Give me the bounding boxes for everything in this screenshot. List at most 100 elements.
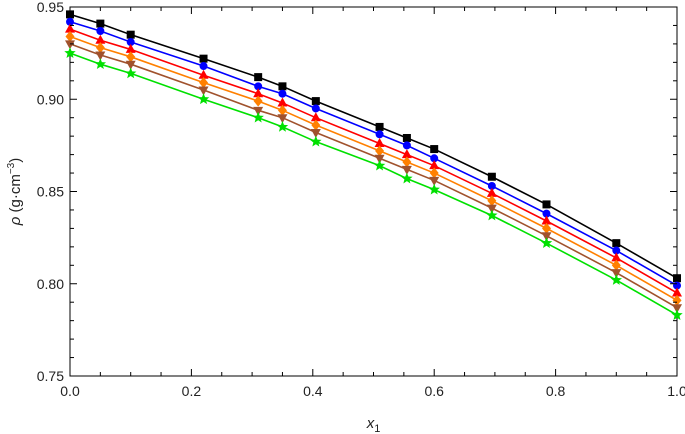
- y-tick-label: 0.95: [37, 0, 64, 15]
- series-line-square: [69, 13, 678, 279]
- y-axis-label: ρ (g·cm−3): [6, 158, 24, 227]
- data-point-triangle-down: [672, 304, 682, 314]
- data-point-triangle-up: [310, 112, 321, 122]
- y-tick-label: 0.85: [37, 184, 64, 200]
- data-point-triangle-up: [429, 160, 440, 170]
- data-point-circle: [542, 209, 551, 218]
- data-point-square: [487, 172, 496, 181]
- data-point-square: [66, 10, 74, 19]
- data-point-circle: [375, 130, 384, 139]
- x-tick-label: 0.4: [303, 383, 323, 399]
- data-point-square: [96, 19, 105, 28]
- data-point-square: [542, 200, 551, 209]
- x-axis-label-base: x: [366, 415, 375, 432]
- y-tick-label: 0.75: [37, 368, 64, 384]
- data-point-star: [373, 159, 386, 171]
- data-point-triangle-down: [253, 106, 264, 116]
- data-point-diamond: [311, 119, 321, 131]
- data-point-triangle-up: [486, 187, 497, 197]
- plot-frame: [69, 6, 678, 377]
- data-point-circle: [66, 17, 74, 26]
- y-tick-label: 0.80: [37, 276, 64, 292]
- y-axis-label-symbol: ρ: [7, 216, 24, 226]
- data-point-triangle-up: [541, 215, 552, 225]
- data-point-circle: [311, 104, 320, 113]
- x-tick-label: 0.2: [182, 383, 202, 399]
- data-point-triangle-up: [253, 88, 264, 98]
- x-axis-label: x1: [366, 415, 381, 434]
- data-point-star: [428, 183, 440, 195]
- data-point-star: [610, 274, 623, 285]
- data-point-triangle-down: [125, 60, 136, 70]
- data-point-circle: [126, 38, 135, 47]
- data-point-square: [199, 54, 208, 63]
- plot-area: [64, 6, 683, 377]
- data-point-triangle-down: [541, 232, 552, 242]
- y-axis-label-unit-sup: −3: [6, 162, 17, 174]
- series-circle: [66, 17, 681, 290]
- series-line-triangle-down: [69, 43, 678, 309]
- data-point-circle: [402, 141, 411, 150]
- data-point-triangle-down: [611, 269, 622, 279]
- data-point-square: [254, 73, 263, 82]
- data-point-star: [124, 67, 137, 79]
- data-point-diamond: [487, 195, 497, 207]
- data-point-star: [540, 237, 553, 249]
- data-point-square: [612, 239, 621, 248]
- data-point-square: [126, 30, 135, 39]
- data-point-diamond: [253, 95, 263, 107]
- data-point-diamond: [199, 77, 209, 89]
- data-point-triangle-down: [198, 86, 209, 96]
- series-star: [64, 47, 683, 320]
- y-axis-label-unit-suffix: ): [7, 158, 24, 163]
- data-point-triangle-up: [277, 97, 288, 107]
- series-triangle-up: [65, 23, 682, 297]
- data-point-star: [310, 135, 322, 147]
- data-point-circle: [96, 26, 105, 35]
- series-line-circle: [69, 20, 678, 287]
- data-point-star: [401, 172, 413, 184]
- data-point-diamond: [375, 145, 385, 157]
- data-point-diamond: [541, 222, 551, 234]
- x-tick-label: 0.8: [546, 383, 566, 399]
- data-point-diamond: [672, 294, 682, 306]
- data-point-diamond: [95, 42, 105, 54]
- data-point-triangle-down: [429, 176, 440, 186]
- data-point-triangle-up: [125, 43, 136, 53]
- y-axis-label-unit-prefix: (g·cm: [7, 174, 24, 217]
- data-point-diamond: [65, 31, 75, 43]
- series-line-star: [69, 52, 678, 316]
- data-point-star: [276, 120, 289, 132]
- data-point-circle: [487, 181, 496, 190]
- data-point-triangle-up: [65, 23, 75, 33]
- x-axis-label-sub: 1: [374, 423, 380, 434]
- data-point-diamond: [429, 167, 439, 179]
- y-tick-label: 0.90: [37, 91, 64, 107]
- data-point-star: [197, 93, 210, 105]
- data-point-diamond: [611, 259, 621, 271]
- series-diamond: [65, 31, 682, 306]
- data-point-square: [375, 122, 384, 131]
- series-line-triangle-up: [69, 28, 678, 294]
- data-point-triangle-up: [401, 149, 412, 159]
- data-point-triangle-up: [374, 138, 385, 148]
- data-point-circle: [254, 82, 263, 91]
- x-tick-label: 0.6: [424, 383, 444, 399]
- data-point-square: [311, 97, 320, 106]
- data-point-star: [486, 209, 498, 221]
- data-point-triangle-up: [611, 252, 622, 262]
- data-point-triangle-down: [486, 204, 497, 214]
- data-point-diamond: [277, 104, 287, 116]
- data-point-diamond: [402, 156, 412, 168]
- data-point-star: [64, 47, 76, 58]
- x-tick-label: 1.0: [667, 383, 685, 399]
- axis-ticks: 0.0 0.2 0.4 0.6 0.8 1.0 0.75 0.80 0.85 0.90 0.95: [37, 0, 685, 399]
- series-triangle-down: [65, 40, 682, 314]
- data-point-star: [94, 58, 107, 70]
- data-point-circle: [199, 62, 208, 71]
- data-point-triangle-down: [65, 40, 75, 50]
- data-point-triangle-down: [277, 114, 288, 124]
- data-point-triangle-down: [95, 51, 106, 61]
- data-point-square: [278, 82, 287, 91]
